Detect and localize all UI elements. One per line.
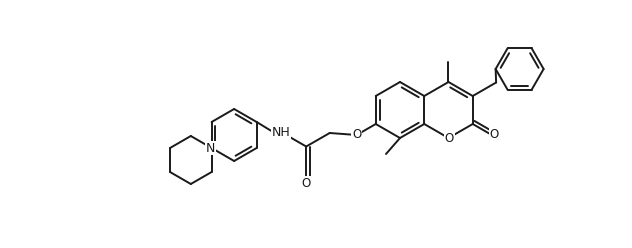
Text: O: O xyxy=(301,177,311,190)
Text: NH: NH xyxy=(271,125,290,138)
Text: O: O xyxy=(352,128,362,142)
Text: O: O xyxy=(445,131,454,145)
Text: N: N xyxy=(206,142,216,155)
Text: O: O xyxy=(489,128,499,142)
